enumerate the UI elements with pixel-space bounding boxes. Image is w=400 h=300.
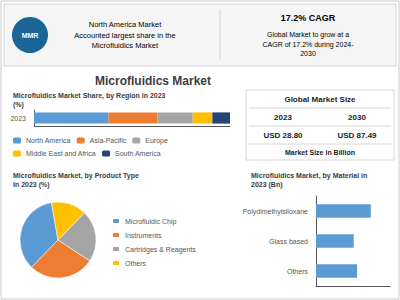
svg-text:17.2% CAGR: 17.2% CAGR: [281, 13, 336, 23]
svg-text:Microfluidic Chip: Microfluidic Chip: [125, 218, 176, 226]
svg-text:Cartridges & Reagents: Cartridges & Reagents: [125, 246, 196, 254]
svg-text:CAGR of 17.2% during 2024-: CAGR of 17.2% during 2024-: [262, 41, 354, 49]
svg-text:Market Size in Billion: Market Size in Billion: [285, 149, 355, 156]
svg-text:Asia-Pacific: Asia-Pacific: [90, 137, 127, 144]
svg-text:2023 (Bn): 2023 (Bn): [251, 181, 283, 189]
svg-text:North America: North America: [26, 137, 70, 144]
svg-text:(%): (%): [13, 101, 24, 109]
svg-text:North America Market: North America Market: [89, 20, 162, 29]
svg-text:Polydimethylsiloxane: Polydimethylsiloxane: [243, 208, 308, 216]
svg-text:2030: 2030: [300, 50, 316, 57]
svg-text:Microfluidics Market: Microfluidics Market: [95, 74, 211, 88]
svg-text:In 2023 (%): In 2023 (%): [13, 181, 50, 189]
svg-text:Microfluidics Market, by Mater: Microfluidics Market, by Material in: [251, 172, 367, 180]
svg-text:South America: South America: [115, 150, 161, 157]
svg-text:Instruments: Instruments: [125, 232, 162, 239]
svg-text:USD 28.80: USD 28.80: [263, 131, 303, 140]
svg-text:Others: Others: [287, 268, 309, 275]
svg-text:Middle East and Africa: Middle East and Africa: [26, 150, 96, 157]
svg-text:2023: 2023: [274, 113, 292, 122]
svg-text:Others: Others: [125, 260, 147, 267]
svg-text:Glass based: Glass based: [269, 238, 308, 245]
svg-text:Global Market to grow at a: Global Market to grow at a: [267, 31, 349, 39]
svg-text:Europe: Europe: [145, 137, 168, 145]
svg-text:USD 87.49: USD 87.49: [337, 131, 377, 140]
svg-text:Microfluidics Market: Microfluidics Market: [92, 41, 159, 50]
svg-text:Global Market Size: Global Market Size: [284, 95, 356, 104]
svg-text:2023: 2023: [10, 115, 26, 122]
svg-text:2030: 2030: [348, 113, 366, 122]
svg-text:Microfluidics Market, by Produ: Microfluidics Market, by Product Type: [13, 172, 139, 180]
svg-text:Accounted largest share in the: Accounted largest share in the: [74, 31, 175, 40]
svg-text:MMR: MMR: [22, 32, 39, 39]
svg-text:Microfluidics Market Share, by: Microfluidics Market Share, by Region in…: [13, 92, 166, 100]
